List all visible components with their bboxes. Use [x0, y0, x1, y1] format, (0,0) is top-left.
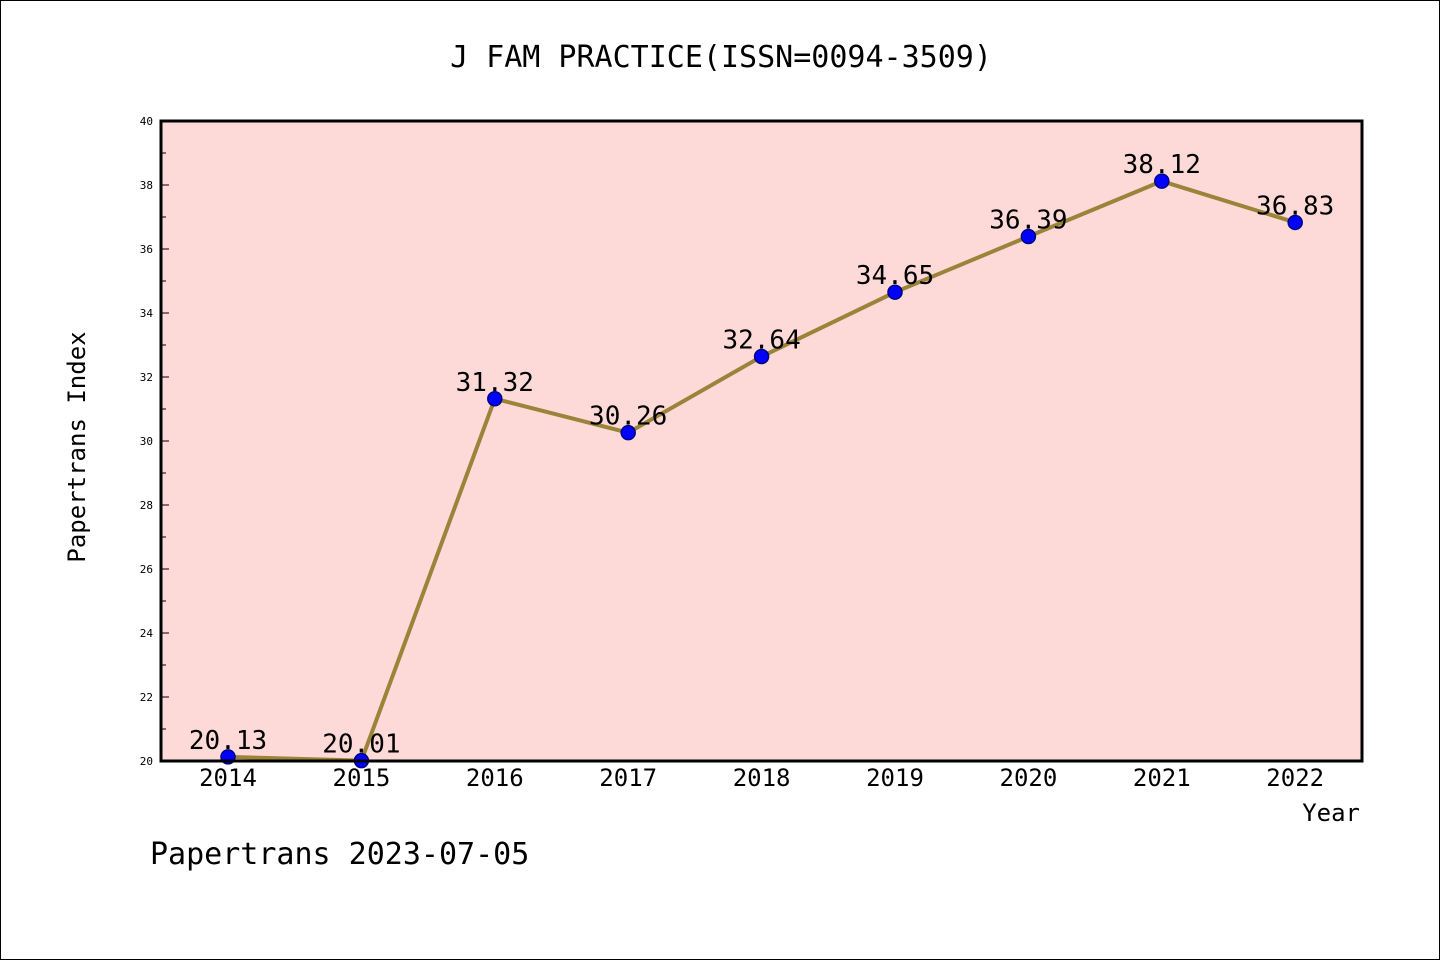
- plot-area: [161, 121, 1362, 761]
- data-value-label: 34.65: [856, 261, 934, 291]
- data-point: [487, 391, 503, 407]
- x-tick-label: 2017: [599, 764, 657, 792]
- y-axis: 20 22 24 26 28 30 32 34 36 38 40: [140, 115, 169, 768]
- x-axis: 2014 2015 2016 2017 2018 2019 2020 2021 2022: [199, 764, 1324, 792]
- data-point: [620, 424, 636, 441]
- data-value-label: 36.83: [1256, 191, 1334, 221]
- chart-title: J FAM PRACTICE(ISSN=0094-3509): [450, 40, 992, 75]
- x-tick-label: 2015: [333, 764, 391, 792]
- y-tick-label: 20: [140, 755, 153, 768]
- x-tick-label: 2021: [1133, 764, 1191, 792]
- data-point: [1287, 214, 1303, 231]
- y-tick-label: 28: [140, 499, 153, 512]
- y-tick-label: 24: [140, 627, 154, 640]
- y-tick-label: 36: [140, 243, 153, 256]
- y-tick-label: 26: [140, 563, 153, 576]
- data-point: [1020, 228, 1037, 245]
- footer-date: Papertrans 2023-07-05: [150, 837, 529, 872]
- data-value-label: 30.26: [589, 402, 667, 432]
- y-tick-label: 32: [140, 371, 153, 384]
- data-value-label: 20.13: [189, 726, 267, 756]
- data-point: [887, 284, 903, 300]
- y-tick-label: 40: [140, 115, 153, 128]
- x-tick-label: 2016: [466, 764, 524, 792]
- plot-border: [159, 119, 1364, 763]
- y-tick-label: 38: [140, 179, 153, 192]
- y-tick-label: 34: [140, 307, 154, 320]
- data-value-label: 36.39: [989, 206, 1067, 236]
- x-tick-label: 2014: [199, 764, 257, 792]
- x-tick-label: 2018: [733, 764, 791, 792]
- data-value-label: 31.32: [456, 368, 534, 398]
- data-point: [753, 348, 770, 365]
- data-labels: 20.13 20.01 31.32 30.26 32.64 34.65 36.39 38.12…: [189, 150, 1334, 760]
- x-tick-label: 2020: [1000, 764, 1058, 792]
- y-axis-label: Papertrans Index: [63, 331, 91, 562]
- data-value-label: 38.12: [1123, 150, 1201, 180]
- y-tick-label: 22: [140, 691, 153, 704]
- y-tick-label: 30: [140, 435, 153, 448]
- data-value-label: 20.01: [322, 730, 400, 760]
- x-axis-label: Year: [1302, 799, 1360, 827]
- data-value-label: 32.64: [722, 326, 800, 356]
- data-point: [1154, 173, 1170, 189]
- x-tick-label: 2022: [1266, 764, 1324, 792]
- x-tick-label: 2019: [866, 764, 924, 792]
